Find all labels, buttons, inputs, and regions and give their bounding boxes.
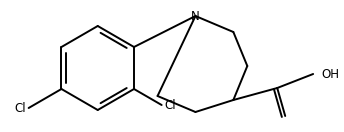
- Text: Cl: Cl: [165, 98, 176, 112]
- Text: OH: OH: [321, 67, 339, 81]
- Text: Cl: Cl: [14, 102, 26, 114]
- Text: N: N: [191, 10, 200, 22]
